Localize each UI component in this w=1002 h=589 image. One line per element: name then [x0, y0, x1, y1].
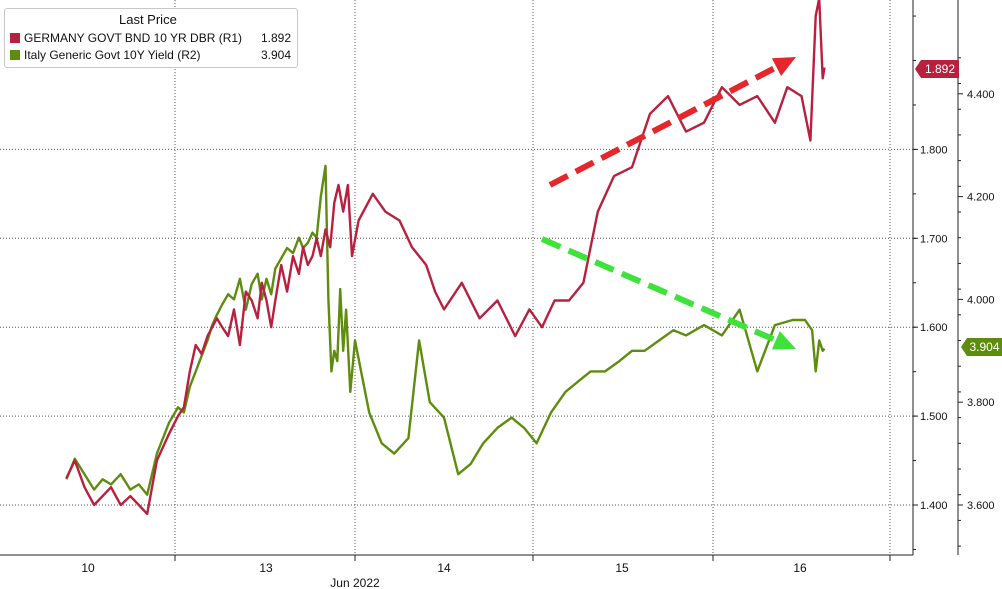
- legend-value-italy: 3.904: [261, 48, 292, 62]
- r1-tick-label: 1.400: [920, 500, 948, 512]
- r1-tick-label: 1.700: [920, 233, 948, 245]
- r1-tick-label: 1.800: [920, 144, 948, 156]
- x-axis-label: Jun 2022: [330, 576, 380, 589]
- r1-tick-label: 1.600: [920, 322, 948, 334]
- x-tick-label: 16: [793, 561, 807, 575]
- legend-item-germany: GERMANY GOVT BND 10 YR DBR (R1) 1.892: [10, 31, 291, 45]
- r2-tick-label: 4.200: [967, 192, 995, 204]
- germany-last-price-tag-label: 1.892: [925, 62, 955, 76]
- red-up-arrow-head: [771, 57, 796, 77]
- r2-tick-label: 4.000: [967, 294, 995, 306]
- x-tick-label: 15: [615, 561, 629, 575]
- red-up-arrow-shaft: [548, 64, 778, 188]
- italy-last-price-tag: [961, 338, 1002, 356]
- legend-item-italy: Italy Generic Govt 10Y Yield (R2) 3.904: [10, 48, 291, 62]
- legend: Last Price GERMANY GOVT BND 10 YR DBR (R…: [4, 8, 298, 68]
- r2-tick-label: 3.600: [967, 500, 995, 512]
- italy-btp-series-line: [65, 164, 826, 496]
- legend-value-germany: 1.892: [261, 31, 292, 45]
- italy-last-price-tag-label: 3.904: [969, 340, 999, 354]
- germany-bund-series-line: [65, 0, 826, 516]
- green-down-arrow-head: [771, 331, 796, 350]
- legend-title: Last Price: [119, 12, 177, 27]
- r2-tick-label: 3.800: [967, 397, 995, 409]
- r1-tick-label: 1.500: [920, 411, 948, 423]
- x-tick-label: 10: [81, 561, 95, 575]
- germany-last-price-tag: [915, 60, 959, 78]
- legend-swatch-germany: [10, 33, 20, 43]
- legend-label-italy: Italy Generic Govt 10Y Yield (R2): [24, 48, 201, 62]
- legend-swatch-italy: [10, 50, 20, 60]
- x-tick-label: 14: [437, 561, 451, 575]
- green-down-arrow-shaft: [540, 236, 778, 344]
- r2-tick-label: 4.400: [967, 89, 995, 101]
- legend-label-germany: GERMANY GOVT BND 10 YR DBR (R1): [24, 31, 243, 45]
- x-tick-label: 13: [259, 561, 273, 575]
